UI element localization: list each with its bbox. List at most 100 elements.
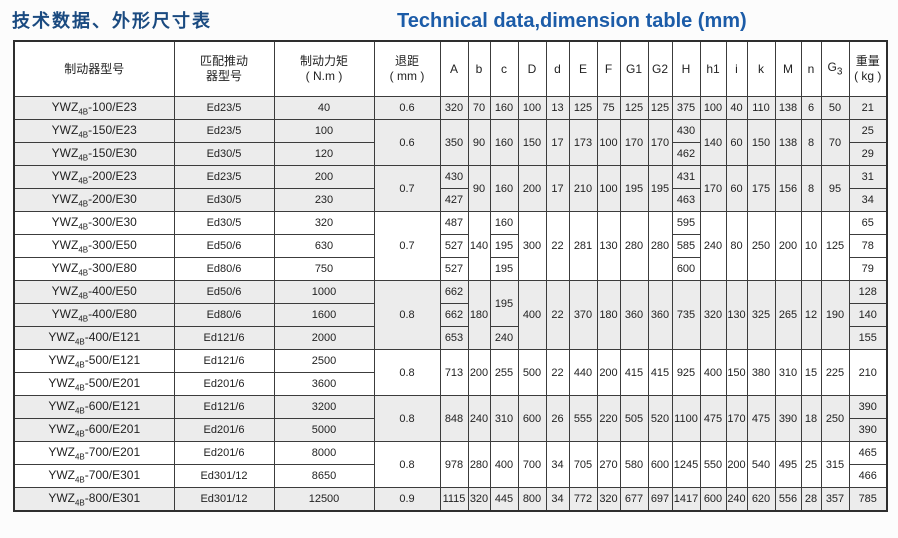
table-cell: 580 [619,441,649,488]
table-cell: 415 [647,349,673,396]
table-cell: 17 [545,165,570,212]
table-cell: 390 [848,395,888,419]
table-cell: 170 [619,119,649,166]
table-cell: 415 [619,349,649,396]
table-cell: 240 [699,211,727,281]
table-cell: 240 [467,395,491,442]
table-cell: 100 [596,165,621,212]
brake-model-cell: YWZ4B-700/E201 [13,441,175,465]
table-cell: 375 [671,96,701,120]
brake-model-cell: YWZ4B-400/E50 [13,280,175,304]
table-cell: 620 [746,487,776,512]
table-cell: 60 [725,119,748,166]
table-cell: 0.8 [373,280,441,350]
table-cell: 125 [619,96,649,120]
table-cell: 128 [848,280,888,304]
table-cell: 750 [273,257,375,281]
table-cell: 505 [619,395,649,442]
table-cell: 600 [517,395,547,442]
table-cell: 12500 [273,487,375,512]
table-cell: 527 [439,257,469,281]
table-cell: 12 [800,280,822,350]
table-cell: 70 [467,96,491,120]
header-dim-A: A [439,40,469,97]
table-cell: 150 [746,119,776,166]
table-cell: 8 [800,119,822,166]
brake-model-cell: YWZ4B-600/E201 [13,418,175,442]
table-cell: 360 [619,280,649,350]
table-cell: 110 [746,96,776,120]
table-cell: 34 [545,487,570,512]
table-cell: 700 [517,441,547,488]
table-cell: 735 [671,280,701,350]
header-dim-c: c [489,40,519,97]
table-cell: 210 [848,349,888,396]
table-cell: 265 [774,280,802,350]
table-cell: Ed121/6 [173,395,275,419]
table-cell: 190 [820,280,850,350]
table-cell: 310 [774,349,802,396]
table-cell: 0.7 [373,211,441,281]
table-cell: 357 [820,487,850,512]
table-cell: 270 [596,441,621,488]
table-cell: 0.8 [373,349,441,396]
table-cell: 475 [699,395,727,442]
table-cell: 320 [439,96,469,120]
table-cell: 556 [774,487,802,512]
table-cell: 34 [848,188,888,212]
table-cell: 0.7 [373,165,441,212]
table-cell: 320 [596,487,621,512]
header-dim-d: d [545,40,570,97]
header-dim-M: M [774,40,802,97]
table-cell: 60 [725,165,748,212]
table-row: YWZ4B-200/E23 Ed23/5 200 0.7 430 90 160 200 17 21… [13,165,888,212]
table-cell: 600 [671,257,701,281]
table-cell: 138 [774,96,802,120]
table-cell: Ed80/6 [173,257,275,281]
table-cell: 156 [774,165,802,212]
table-cell: 140 [848,303,888,327]
table-cell: 5000 [273,418,375,442]
table-cell: 140 [467,211,491,281]
table-cell: 653 [439,326,469,350]
table-cell: 430 [671,119,701,143]
brake-model-cell: YWZ4B-150/E30 [13,142,175,166]
table-cell: 240 [725,487,748,512]
table-cell: Ed50/6 [173,234,275,258]
table-cell: Ed50/6 [173,280,275,304]
table-cell: 13 [545,96,570,120]
table-cell: Ed301/12 [173,464,275,488]
table-cell: 75 [596,96,621,120]
table-cell: Ed80/6 [173,303,275,327]
table-cell: 195 [489,280,519,327]
brake-model-cell: YWZ4B-200/E30 [13,188,175,212]
table-cell: 8650 [273,464,375,488]
table-cell: 170 [647,119,673,166]
table-cell: 1600 [273,303,375,327]
table-cell: 431 [671,165,701,189]
table-cell: 78 [848,234,888,258]
table-cell: 300 [517,211,547,281]
table-cell: 3600 [273,372,375,396]
table-cell: Ed201/6 [173,441,275,465]
header-dim-H: H [671,40,701,97]
table-row: YWZ4B-500/E121 Ed121/6 2500 0.8 713 200 255 500… [13,349,888,396]
table-row: YWZ4B-300/E50 Ed50/6 630 527 195 585 78 [13,234,888,258]
table-cell: 29 [848,142,888,166]
table-cell: 50 [820,96,850,120]
table-cell: 495 [774,441,802,488]
table-cell: 220 [596,395,621,442]
table-cell: 31 [848,165,888,189]
table-cell: 250 [820,395,850,442]
title-bar: 技术数据、外形尺寸表 Technical data,dimension tabl… [0,0,898,36]
header-dim-h1: h1 [699,40,727,97]
page-title-english: Technical data,dimension table (mm) [397,10,747,32]
header-dim-i: i [725,40,748,97]
table-cell: 100 [699,96,727,120]
header-braking-torque: 制动力矩( N.m ) [273,40,375,97]
table-cell: 390 [848,418,888,442]
table-cell: 22 [545,349,570,396]
table-cell: 390 [774,395,802,442]
table-row: YWZ4B-600/E201 Ed201/6 5000 390 [13,418,888,442]
